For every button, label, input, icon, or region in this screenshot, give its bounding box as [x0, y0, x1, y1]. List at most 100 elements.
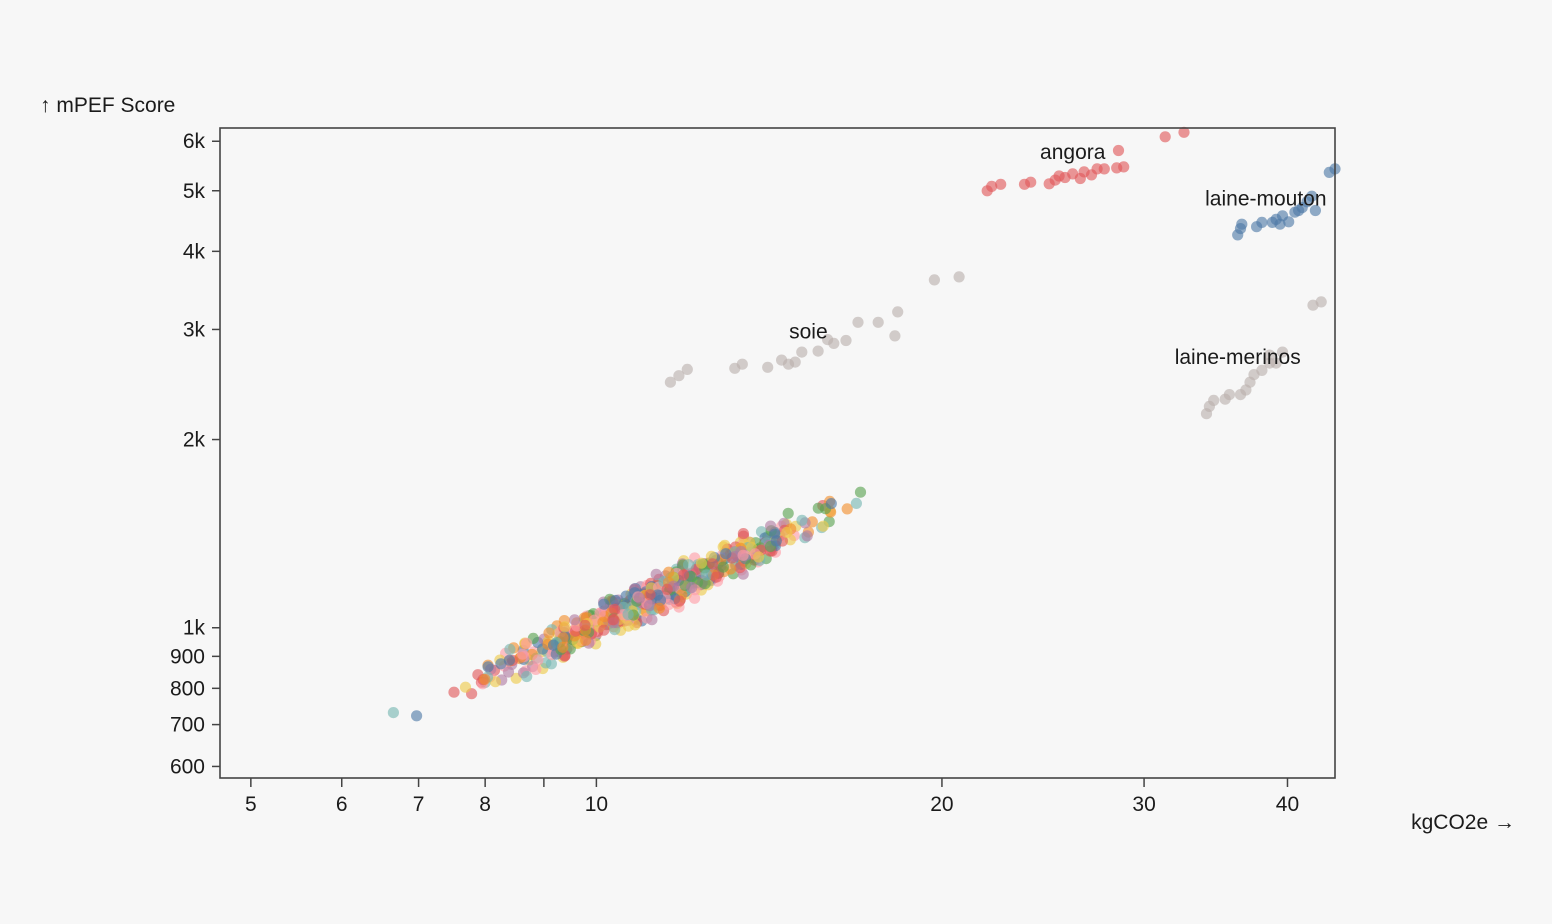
data-point — [653, 602, 665, 614]
soie-point — [928, 274, 941, 286]
data-point — [812, 502, 824, 514]
annotations: angora laine-mouton soie laine-merinos — [789, 141, 1326, 369]
data-point — [643, 599, 656, 612]
data-point — [545, 658, 558, 670]
data-point — [543, 627, 555, 639]
y-axis: 600 700 800 900 1k 2k 3k 4k 5k 6k — [170, 130, 220, 778]
data-point — [607, 614, 619, 626]
angora-point — [986, 180, 998, 192]
y-tick-label: 4k — [183, 240, 206, 263]
x-tick-label: 40 — [1276, 793, 1299, 816]
data-point — [770, 535, 782, 547]
laine-merinos-point — [1223, 389, 1235, 401]
data-point — [609, 594, 622, 607]
data-point — [633, 592, 646, 604]
data-point — [781, 526, 793, 539]
soie-point — [789, 356, 801, 368]
soie-point — [889, 330, 901, 342]
data-point — [569, 614, 581, 626]
data-point — [504, 643, 516, 656]
annotation-soie: soie — [789, 321, 828, 344]
angora-point — [1098, 163, 1110, 175]
laine-mouton-point — [1306, 190, 1318, 202]
laine-mouton-point — [1256, 216, 1268, 228]
angora-point — [1118, 161, 1130, 173]
laine-mouton-point — [1283, 216, 1295, 228]
data-point — [689, 592, 701, 604]
angora-point — [1112, 144, 1125, 157]
laine-merinos-point — [1264, 349, 1276, 361]
y-tick-label: 900 — [170, 645, 205, 668]
y-tick-label: 5k — [183, 180, 206, 203]
data-point — [699, 578, 711, 590]
data-point — [559, 621, 571, 633]
data-point — [801, 530, 813, 542]
y-axis-title: ↑ mPEF Score — [40, 94, 175, 117]
data-point — [479, 673, 491, 685]
data-point — [521, 670, 533, 683]
data-point — [495, 658, 507, 670]
y-tick-label: 1k — [183, 617, 206, 640]
data-point — [796, 514, 808, 526]
angora-point — [1159, 131, 1171, 143]
laine-merinos-point — [1270, 357, 1282, 369]
data-point — [782, 507, 794, 519]
soie-point — [953, 271, 965, 283]
data-point — [677, 569, 690, 581]
angora-point — [995, 178, 1007, 190]
x-axis: 5 6 7 8 10 20 30 40 — [245, 778, 1299, 816]
soie-point — [664, 376, 677, 388]
soie-point — [812, 345, 824, 357]
soie-point — [872, 316, 884, 328]
annotation-laine-mouton: laine-mouton — [1205, 187, 1326, 210]
soie-point — [762, 361, 774, 373]
data-point — [620, 590, 632, 602]
data-point — [683, 559, 695, 571]
soie-point — [673, 370, 685, 382]
x-tick-label: 5 — [245, 793, 257, 816]
data-point — [448, 686, 460, 698]
plot-frame — [219, 127, 1336, 779]
laine-merinos-point — [1208, 394, 1220, 406]
x-axis-title: kgCO2e → — [1411, 811, 1515, 834]
data-point — [710, 571, 722, 583]
data-point — [734, 562, 746, 574]
laine-merinos-point — [1315, 296, 1327, 308]
soie-point — [736, 358, 748, 370]
data-point — [707, 558, 719, 570]
y-tick-label: 800 — [170, 677, 205, 700]
data-point — [580, 634, 592, 646]
data-point — [530, 663, 542, 676]
data-point — [532, 654, 544, 666]
data-point — [521, 637, 533, 650]
data-point — [459, 681, 472, 693]
points-layer — [387, 126, 1341, 722]
data-point — [720, 548, 732, 560]
data-point — [622, 608, 634, 621]
soie-point — [681, 363, 693, 375]
data-point — [663, 566, 675, 578]
laine-mouton-point — [1236, 218, 1248, 230]
data-point — [644, 589, 656, 601]
data-point — [745, 559, 757, 571]
data-point — [579, 619, 591, 631]
data-point — [598, 598, 610, 610]
x-tick-label: 10 — [585, 793, 608, 816]
y-tick-label: 700 — [170, 714, 205, 737]
annotation-laine-merinos: laine-merinos — [1175, 346, 1301, 369]
data-point — [854, 486, 867, 498]
data-point — [598, 624, 610, 636]
data-point — [695, 557, 708, 569]
data-point — [850, 497, 863, 509]
laine-mouton-point — [1309, 204, 1321, 217]
x-tick-label: 6 — [336, 793, 348, 816]
soie-point — [840, 334, 852, 347]
laine-merinos-point — [1276, 346, 1289, 358]
angora-point — [1025, 176, 1037, 188]
x-tick-label: 30 — [1132, 793, 1155, 816]
y-tick-label: 600 — [170, 755, 205, 778]
data-point — [700, 569, 713, 581]
data-point — [622, 620, 635, 632]
